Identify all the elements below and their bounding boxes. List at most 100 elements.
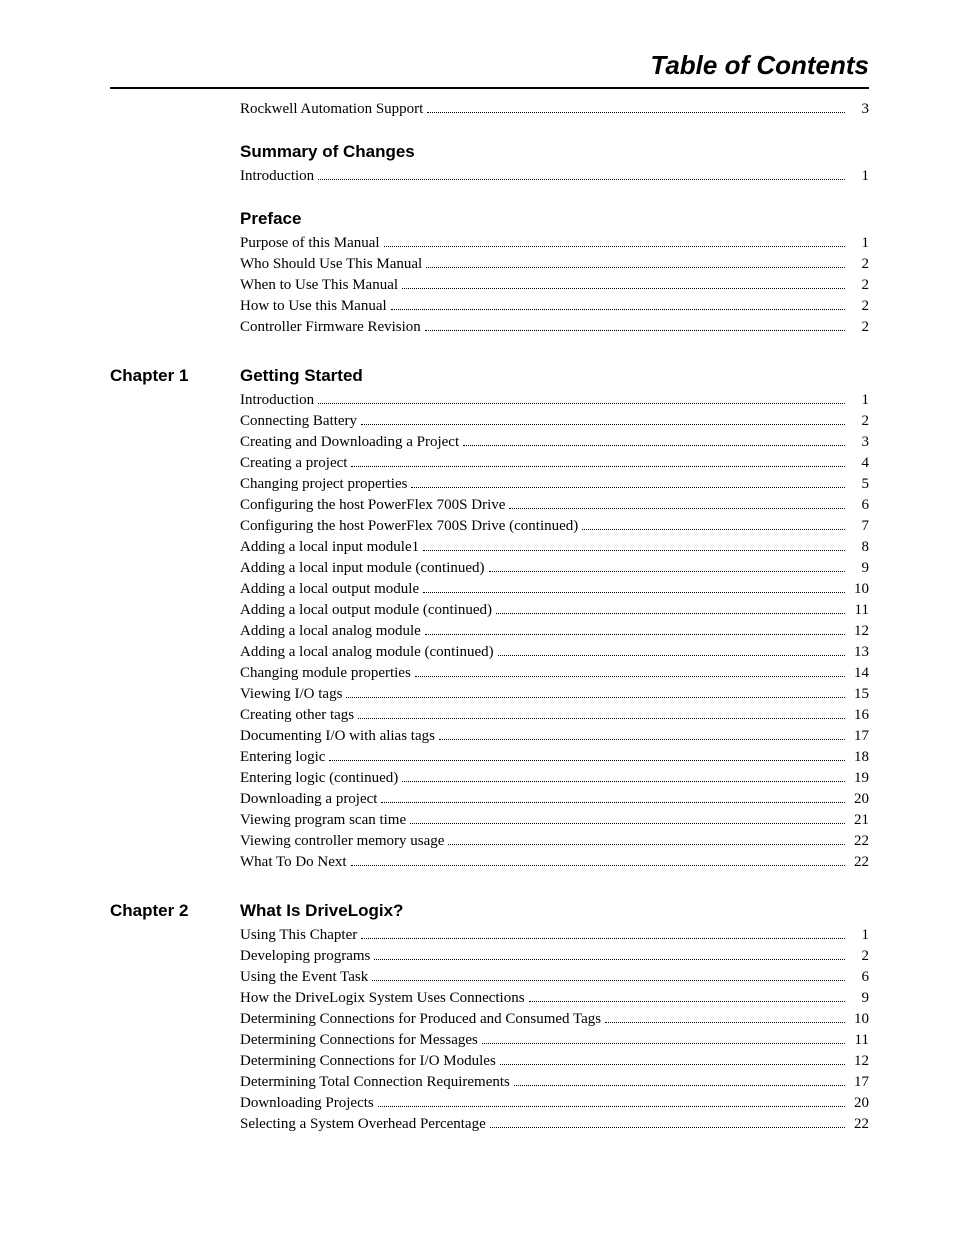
- toc-entry-page: 11: [849, 1030, 869, 1051]
- toc-dots: [489, 571, 845, 572]
- toc-entry: Rockwell Automation Support 3: [240, 99, 869, 120]
- toc-entry-label: Creating a project: [240, 453, 347, 474]
- toc-dots: [402, 288, 845, 289]
- toc-entry-page: 7: [849, 516, 869, 537]
- toc-entry-label: Who Should Use This Manual: [240, 254, 422, 275]
- toc-dots: [318, 179, 845, 180]
- toc-entry-label: Introduction: [240, 390, 314, 411]
- toc-dots: [448, 844, 845, 845]
- toc-dots: [423, 550, 845, 551]
- toc-entry: Determining Connections for Produced and…: [240, 1009, 869, 1030]
- toc-entry: Determining Connections for Messages 11: [240, 1030, 869, 1051]
- toc-dots: [402, 781, 845, 782]
- top-entries: Rockwell Automation Support 3: [240, 99, 869, 120]
- toc-entry: How to Use this Manual 2: [240, 296, 869, 317]
- toc-entry-page: 17: [849, 1072, 869, 1093]
- toc-entry-page: 20: [849, 1093, 869, 1114]
- toc-entry: Determining Total Connection Requirement…: [240, 1072, 869, 1093]
- toc-entry-page: 4: [849, 453, 869, 474]
- toc-dots: [498, 655, 845, 656]
- toc-entry: Adding a local output module 10: [240, 579, 869, 600]
- toc-section: PrefacePurpose of this Manual 1Who Shoul…: [240, 209, 869, 338]
- toc-entry-page: 2: [849, 254, 869, 275]
- toc-dots: [529, 1001, 845, 1002]
- toc-entry-label: Determining Connections for Messages: [240, 1030, 478, 1051]
- section-heading: Summary of Changes: [240, 142, 869, 162]
- toc-entry-page: 1: [849, 166, 869, 187]
- toc-entry-label: Downloading Projects: [240, 1093, 374, 1114]
- toc-entry-label: Changing project properties: [240, 474, 407, 495]
- toc-entry: What To Do Next 22: [240, 852, 869, 873]
- toc-dots: [329, 760, 845, 761]
- toc-entry-page: 16: [849, 705, 869, 726]
- toc-dots: [415, 676, 845, 677]
- toc-entry: Adding a local input module (continued) …: [240, 558, 869, 579]
- chapter-content: What Is DriveLogix?Using This Chapter 1D…: [240, 901, 869, 1135]
- toc-entry: Configuring the host PowerFlex 700S Driv…: [240, 516, 869, 537]
- toc-entry-label: Creating other tags: [240, 705, 354, 726]
- page: Table of Contents Rockwell Automation Su…: [0, 0, 954, 1195]
- toc-entry: Developing programs 2: [240, 946, 869, 967]
- toc-entry: Adding a local input module1 8: [240, 537, 869, 558]
- chapter-section: Chapter 1Getting StartedIntroduction 1Co…: [110, 366, 869, 873]
- toc-entry: Changing project properties 5: [240, 474, 869, 495]
- toc-dots: [490, 1127, 845, 1128]
- toc-entry-page: 17: [849, 726, 869, 747]
- toc-entry-label: Viewing I/O tags: [240, 684, 342, 705]
- toc-dots: [496, 613, 845, 614]
- toc-entry-label: Developing programs: [240, 946, 370, 967]
- toc-dots: [391, 309, 845, 310]
- toc-dots: [426, 267, 845, 268]
- toc-entry: Documenting I/O with alias tags 17: [240, 726, 869, 747]
- toc-dots: [410, 823, 845, 824]
- toc-entry-label: Selecting a System Overhead Percentage: [240, 1114, 486, 1135]
- toc-entry: Configuring the host PowerFlex 700S Driv…: [240, 495, 869, 516]
- toc-dots: [509, 508, 845, 509]
- toc-entry-label: What To Do Next: [240, 852, 347, 873]
- page-title: Table of Contents: [110, 50, 869, 81]
- toc-entry: When to Use This Manual 2: [240, 275, 869, 296]
- toc-entry: Creating a project 4: [240, 453, 869, 474]
- toc-entry-page: 15: [849, 684, 869, 705]
- toc-entry: Changing module properties 14: [240, 663, 869, 684]
- chapter-heading: Getting Started: [240, 366, 869, 386]
- toc-entry: Introduction 1: [240, 166, 869, 187]
- title-rule: [110, 87, 869, 89]
- toc-entry: Selecting a System Overhead Percentage 2…: [240, 1114, 869, 1135]
- toc-dots: [425, 634, 845, 635]
- toc-entry: Viewing program scan time 21: [240, 810, 869, 831]
- toc-dots: [351, 466, 845, 467]
- toc-entry-label: Controller Firmware Revision: [240, 317, 421, 338]
- toc-entry-page: 3: [849, 99, 869, 120]
- toc-dots: [439, 739, 845, 740]
- toc-entry-page: 11: [849, 600, 869, 621]
- toc-entry: Viewing I/O tags 15: [240, 684, 869, 705]
- toc-entry-label: Adding a local input module (continued): [240, 558, 485, 579]
- toc-entry-label: Changing module properties: [240, 663, 411, 684]
- toc-entry-page: 12: [849, 621, 869, 642]
- toc-entry-label: Using the Event Task: [240, 967, 368, 988]
- toc-entry-page: 9: [849, 988, 869, 1009]
- toc-entry-page: 18: [849, 747, 869, 768]
- toc-dots: [500, 1064, 845, 1065]
- toc-entry-page: 1: [849, 925, 869, 946]
- toc-dots: [482, 1043, 845, 1044]
- toc-entry-label: Adding a local output module: [240, 579, 419, 600]
- toc-entry-label: Configuring the host PowerFlex 700S Driv…: [240, 495, 505, 516]
- toc-entry-page: 1: [849, 233, 869, 254]
- toc-dots: [411, 487, 845, 488]
- toc-entry: Using This Chapter 1: [240, 925, 869, 946]
- toc-entry-page: 9: [849, 558, 869, 579]
- toc-entry-label: Connecting Battery: [240, 411, 357, 432]
- toc-entry: Introduction 1: [240, 390, 869, 411]
- toc-entry-page: 21: [849, 810, 869, 831]
- chapter-label: Chapter 1: [110, 366, 240, 873]
- chapter-section: Chapter 2What Is DriveLogix?Using This C…: [110, 901, 869, 1135]
- toc-dots: [351, 865, 845, 866]
- toc-entry: How the DriveLogix System Uses Connectio…: [240, 988, 869, 1009]
- toc-entry-label: Adding a local analog module (continued): [240, 642, 494, 663]
- chapter-heading: What Is DriveLogix?: [240, 901, 869, 921]
- toc-dots: [361, 424, 845, 425]
- toc-entry: Who Should Use This Manual 2: [240, 254, 869, 275]
- toc-entry-label: Adding a local input module1: [240, 537, 419, 558]
